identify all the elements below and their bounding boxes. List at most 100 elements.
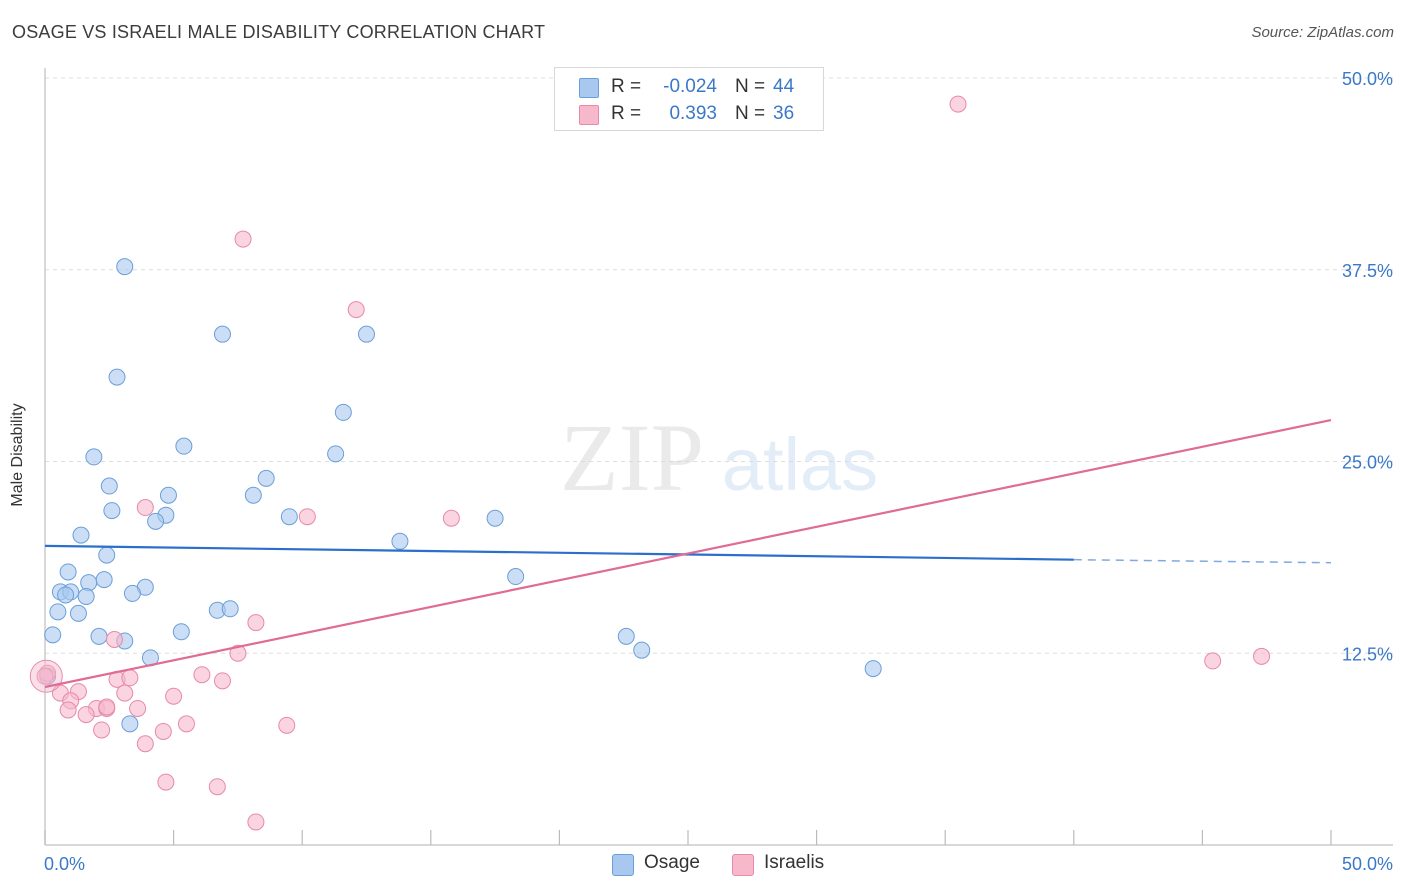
israeli-point: [247, 813, 265, 831]
legend-label-israelis: Israelis: [764, 852, 825, 873]
osage-point: [159, 486, 177, 504]
legend-row-osage: R = -0.024 N = 44: [555, 74, 823, 100]
y-tick-label: 12.5%: [1342, 644, 1393, 664]
osage-point: [327, 445, 345, 463]
x-tick-label: 0.0%: [44, 854, 85, 874]
osage-point: [633, 641, 651, 659]
osage-point: [44, 626, 62, 644]
legend-n-label: N =: [735, 103, 766, 124]
israeli-point: [347, 301, 365, 319]
osage-point: [80, 574, 98, 592]
osage-point: [280, 508, 298, 526]
osage-point: [90, 627, 108, 645]
osage-point: [334, 403, 352, 421]
legend-swatch-osage: [612, 854, 634, 876]
israeli-point: [165, 687, 183, 705]
legend-n-value: 44: [773, 76, 795, 97]
osage-point: [121, 715, 139, 733]
israeli-point: [208, 778, 226, 796]
israeli-point: [93, 721, 111, 739]
osage-point: [617, 627, 635, 645]
israeli-point: [116, 684, 134, 702]
osage-point: [213, 325, 231, 343]
osage-point: [507, 568, 525, 586]
israeli-point: [298, 508, 316, 526]
osage-point: [98, 546, 116, 564]
israeli-point: [247, 614, 265, 632]
israeli-point: [1253, 647, 1271, 665]
legend-swatch-israelis: [732, 854, 754, 876]
israeli-point: [59, 701, 77, 719]
y-tick-label: 37.5%: [1342, 261, 1393, 281]
osage-point: [49, 603, 67, 621]
osage-point: [72, 526, 90, 544]
x-tick-label: 50.0%: [1342, 854, 1393, 874]
israeli-point: [229, 644, 247, 662]
osage-point: [172, 623, 190, 641]
osage-point: [175, 437, 193, 455]
legend-r-label: R =: [611, 76, 642, 97]
osage-point: [257, 469, 275, 487]
osage-point: [244, 486, 262, 504]
chart-title: OSAGE VS ISRAELI MALE DISABILITY CORRELA…: [12, 22, 546, 42]
osage-point: [69, 604, 87, 622]
axes: [44, 68, 1393, 846]
y-tick-label: 50.0%: [1342, 69, 1393, 89]
osage-point: [123, 584, 141, 602]
israeli-point: [98, 698, 116, 716]
israeli-point: [213, 672, 231, 690]
israeli-point: [278, 716, 296, 734]
israeli-point: [1204, 652, 1222, 670]
legend-r-value: 0.393: [669, 103, 717, 124]
osage-point: [221, 600, 239, 618]
osage-point: [116, 258, 134, 276]
osage-trend-extension: [1073, 558, 1332, 564]
osage-point: [147, 512, 165, 530]
gridlines: [45, 77, 1393, 654]
source-label: Source: ZipAtlas.com: [1251, 24, 1394, 41]
osage-point: [77, 587, 95, 605]
israeli-point: [442, 509, 460, 527]
israeli-point: [77, 706, 95, 724]
israeli-point: [154, 722, 172, 740]
osage-point: [103, 502, 121, 520]
israeli-point: [129, 699, 147, 717]
legend-label-osage: Osage: [644, 852, 700, 873]
israeli-point: [121, 669, 139, 687]
israeli-point: [949, 95, 967, 113]
y-tick-label: 25.0%: [1342, 453, 1393, 473]
legend-n-label: N =: [735, 76, 766, 97]
watermark: ZIP atlas: [560, 404, 878, 511]
data-points: [29, 95, 1271, 831]
israeli-point: [234, 230, 252, 248]
osage-point: [100, 477, 118, 495]
watermark-zip: ZIP: [560, 404, 704, 511]
osage-point: [391, 532, 409, 550]
legend-r-value: -0.024: [663, 76, 717, 97]
israeli-point: [177, 715, 195, 733]
watermark-atlas: atlas: [722, 423, 878, 506]
osage-point: [486, 509, 504, 527]
tick-labels: 12.5% 25.0% 37.5% 50.0% 0.0% 50.0%: [44, 69, 1393, 874]
osage-trend-line: [44, 544, 1074, 561]
osage-point: [59, 563, 77, 581]
legend-swatch-osage: [579, 78, 599, 98]
osage-point: [85, 448, 103, 466]
legend-r-label: R =: [611, 103, 642, 124]
osage-point: [57, 586, 75, 604]
israeli-point: [136, 735, 154, 753]
israeli-point: [36, 667, 54, 685]
osage-point: [864, 660, 882, 678]
legend-row-israelis: R = 0.393 N = 36: [555, 101, 823, 127]
israeli-point: [157, 773, 175, 791]
israeli-trend-line: [44, 419, 1332, 689]
israeli-point: [136, 499, 154, 517]
legend-n-value: 36: [773, 103, 795, 124]
trend-lines: [44, 419, 1332, 689]
osage-point: [358, 325, 375, 343]
israeli-point: [193, 666, 211, 684]
osage-point: [95, 571, 113, 589]
osage-point: [108, 368, 126, 386]
israeli-point: [105, 630, 123, 648]
